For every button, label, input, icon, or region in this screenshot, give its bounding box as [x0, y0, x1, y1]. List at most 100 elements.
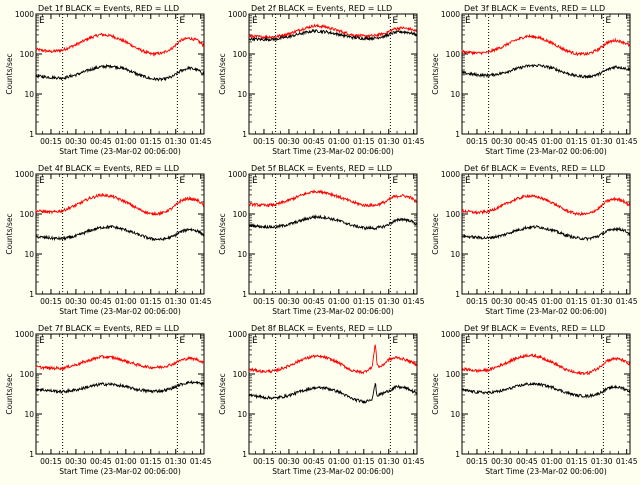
- y-tick-label: 1: [29, 290, 34, 299]
- y-tick-label: 1000: [441, 10, 460, 19]
- x-tick-label: 01:45: [190, 137, 212, 146]
- x-tick-label: 00:30: [65, 297, 87, 306]
- y-tick-label: 100: [233, 210, 248, 219]
- x-tick-label: 01:45: [616, 297, 638, 306]
- y-tick-label: 100: [20, 370, 35, 379]
- event-marker: E: [39, 16, 45, 26]
- event-marker: E: [605, 16, 611, 26]
- y-tick-label: 10: [24, 250, 34, 259]
- chart-panel: Det 5f BLACK = Events, RED = LLD 1 10 100 10…: [218, 164, 425, 316]
- x-tick-label: 00:45: [303, 457, 325, 466]
- x-tick-label: 01:30: [591, 297, 613, 306]
- x-tick-label: 00:15: [40, 297, 62, 306]
- y-tick-label: 1: [29, 130, 34, 139]
- x-tick-label: 01:00: [328, 137, 350, 146]
- y-tick-label: 1: [29, 450, 34, 459]
- x-tick-label: 01:45: [616, 137, 638, 146]
- y-tick-label: 1: [242, 130, 247, 139]
- x-tick-label: 01:30: [591, 137, 613, 146]
- y-axis-label: Counts/sec: [5, 213, 14, 254]
- series-line: [461, 33, 630, 57]
- x-tick-label: 00:30: [278, 297, 300, 306]
- y-tick-label: 1: [242, 450, 247, 459]
- x-tick-label: 01:15: [353, 457, 375, 466]
- chart-panel: Det 7f BLACK = Events, RED = LLD 1 10 100 10…: [5, 324, 212, 476]
- y-tick-label: 1000: [15, 10, 34, 19]
- event-marker: E: [39, 336, 45, 346]
- plot-frame: [248, 333, 418, 455]
- event-marker: E: [179, 176, 185, 186]
- y-tick-label: 1000: [228, 10, 247, 19]
- x-tick-label: 01:45: [403, 457, 425, 466]
- x-tick-label: 00:30: [491, 137, 513, 146]
- series-line: [35, 192, 205, 217]
- x-axis-label: Start Time (23-Mar-02 00:06:00): [59, 147, 181, 156]
- y-tick-label: 100: [233, 50, 248, 59]
- x-tick-label: 01:30: [165, 457, 187, 466]
- x-tick-label: 01:15: [140, 297, 162, 306]
- x-axis-label: Start Time (23-Mar-02 00:06:00): [59, 307, 181, 316]
- x-tick-label: 00:45: [90, 297, 112, 306]
- y-tick-label: 10: [237, 410, 247, 419]
- y-tick-label: 1000: [228, 330, 247, 339]
- x-tick-label: 01:15: [566, 297, 588, 306]
- event-marker: E: [465, 16, 471, 26]
- y-axis-label: Counts/sec: [5, 373, 14, 414]
- x-tick-label: 00:45: [516, 457, 538, 466]
- x-tick-label: 01:30: [378, 297, 400, 306]
- x-tick-label: 00:30: [278, 137, 300, 146]
- event-marker: E: [179, 16, 185, 26]
- x-tick-label: 01:45: [190, 457, 212, 466]
- event-marker: E: [252, 176, 258, 186]
- series-line: [461, 193, 631, 217]
- chart-panel: Det 3f BLACK = Events, RED = LLD 1 10 100 10…: [431, 4, 638, 156]
- x-tick-label: 01:15: [566, 137, 588, 146]
- x-tick-label: 00:45: [516, 137, 538, 146]
- x-tick-label: 00:30: [65, 137, 87, 146]
- plot-frame: [461, 13, 631, 135]
- y-tick-label: 100: [20, 210, 35, 219]
- x-tick-label: 00:45: [90, 457, 112, 466]
- y-tick-label: 10: [24, 90, 34, 99]
- x-tick-label: 00:45: [90, 137, 112, 146]
- y-tick-label: 100: [446, 210, 461, 219]
- event-marker: E: [39, 176, 45, 186]
- y-axis-label: Counts/sec: [218, 53, 227, 94]
- y-tick-label: 1000: [15, 170, 34, 179]
- x-tick-label: 00:15: [466, 457, 488, 466]
- x-tick-label: 00:45: [303, 297, 325, 306]
- series-line: [461, 224, 631, 242]
- chart-panel: Det 1f BLACK = Events, RED = LLD 1 10 100 10…: [5, 4, 212, 156]
- x-tick-label: 00:15: [466, 137, 488, 146]
- y-tick-label: 10: [237, 90, 247, 99]
- x-axis-label: Start Time (23-Mar-02 00:06:00): [485, 467, 607, 476]
- chart-title: Det 3f BLACK = Events, RED = LLD: [464, 4, 605, 13]
- x-tick-label: 01:30: [591, 457, 613, 466]
- series-line: [35, 379, 204, 395]
- chart-title: Det 6f BLACK = Events, RED = LLD: [464, 164, 605, 173]
- series-line: [35, 224, 205, 242]
- x-tick-label: 01:45: [403, 297, 425, 306]
- y-tick-label: 10: [450, 410, 460, 419]
- series-line: [35, 63, 205, 82]
- chart-panel: Det 9f BLACK = Events, RED = LLD 1 10 100 10…: [431, 324, 638, 476]
- x-tick-label: 00:45: [303, 137, 325, 146]
- x-axis-label: Start Time (23-Mar-02 00:06:00): [485, 147, 607, 156]
- plot-frame: [248, 173, 418, 295]
- event-marker: E: [392, 336, 398, 346]
- x-tick-label: 00:15: [253, 457, 275, 466]
- y-tick-label: 10: [237, 250, 247, 259]
- plot-frame: [248, 13, 418, 135]
- x-tick-label: 00:45: [516, 297, 538, 306]
- x-tick-label: 00:30: [491, 457, 513, 466]
- x-tick-label: 00:15: [40, 137, 62, 146]
- y-tick-label: 1000: [441, 170, 460, 179]
- y-tick-label: 1000: [15, 330, 34, 339]
- series-line: [461, 353, 631, 376]
- chart-title: Det 5f BLACK = Events, RED = LLD: [251, 164, 392, 173]
- x-tick-label: 01:00: [115, 457, 137, 466]
- y-tick-label: 10: [450, 90, 460, 99]
- event-marker: E: [465, 336, 471, 346]
